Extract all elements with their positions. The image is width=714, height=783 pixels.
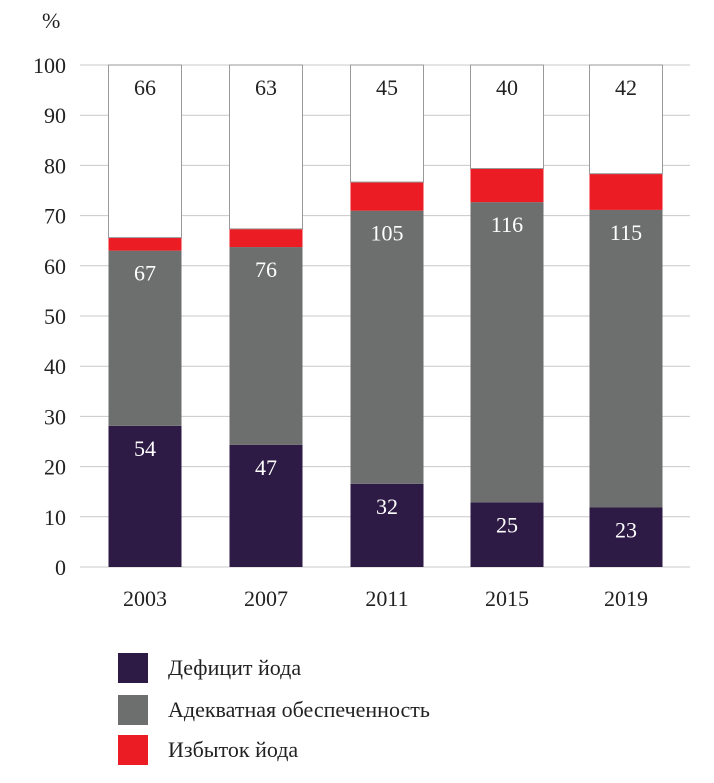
y-tick-label: 60 [44, 254, 66, 279]
data-label: 67 [134, 261, 156, 286]
bar-segment [229, 444, 303, 567]
legend-label: Адекватная обеспеченность [168, 697, 430, 722]
y-tick-label: 70 [44, 204, 66, 229]
bar-segment [350, 483, 424, 567]
bar-segment [589, 507, 663, 567]
data-label: 116 [491, 212, 523, 237]
bar-segment [108, 64, 182, 239]
legend-item-deficit: Дефицит йода [118, 653, 301, 683]
legend-swatch [118, 735, 148, 765]
legend-item-excess: Избыток йода [118, 735, 298, 765]
data-label: 32 [376, 494, 398, 519]
bar-segment [229, 228, 303, 248]
y-tick-label: 20 [44, 455, 66, 480]
legend-label: Избыток йода [168, 737, 299, 762]
y-tick-label: 10 [44, 505, 66, 530]
bar-segment [350, 182, 424, 211]
y-tick-label: 30 [44, 404, 66, 429]
bar-segment [470, 502, 544, 567]
bar-segment [589, 64, 663, 175]
x-tick-label: 2011 [365, 586, 408, 611]
data-label: 76 [255, 257, 277, 282]
x-tick-label: 2019 [604, 586, 648, 611]
y-axis-label: % [42, 8, 60, 33]
data-label: 66 [134, 75, 156, 100]
data-label: 23 [615, 517, 637, 542]
data-label: 47 [255, 455, 277, 480]
bar-segment [470, 168, 544, 203]
bar-segment [589, 209, 663, 508]
data-label: 54 [134, 436, 156, 461]
y-tick-label: 100 [33, 53, 66, 78]
stacked-bar-chart: 0102030405060708090100%54675662003477676… [33, 8, 690, 611]
y-tick-label: 90 [44, 103, 66, 128]
data-label: 42 [615, 75, 637, 100]
legend-swatch [118, 653, 148, 683]
legend-item-adequate: Адекватная обеспеченность [118, 695, 430, 725]
bar-segment [350, 64, 424, 183]
bar-segment [108, 237, 182, 251]
data-label: 115 [610, 220, 642, 245]
bar-segment [229, 64, 303, 230]
legend-swatch [118, 695, 148, 725]
bar-segment [108, 250, 182, 426]
data-label: 63 [255, 75, 277, 100]
bar-segment [470, 64, 544, 170]
data-label: 45 [376, 75, 398, 100]
bar-segment [108, 425, 182, 567]
data-label: 25 [496, 512, 518, 537]
y-tick-label: 40 [44, 354, 66, 379]
bar-segment [350, 210, 424, 484]
legend-label: Дефицит йода [168, 655, 302, 680]
y-tick-label: 50 [44, 304, 66, 329]
x-tick-label: 2003 [123, 586, 167, 611]
y-tick-label: 0 [55, 555, 66, 580]
data-label: 105 [371, 221, 404, 246]
x-tick-label: 2015 [485, 586, 529, 611]
bar-segment [589, 173, 663, 210]
x-tick-label: 2007 [244, 586, 288, 611]
y-tick-label: 80 [44, 153, 66, 178]
bar-segment [470, 202, 544, 503]
data-label: 40 [496, 75, 518, 100]
bar-segment [229, 247, 303, 445]
